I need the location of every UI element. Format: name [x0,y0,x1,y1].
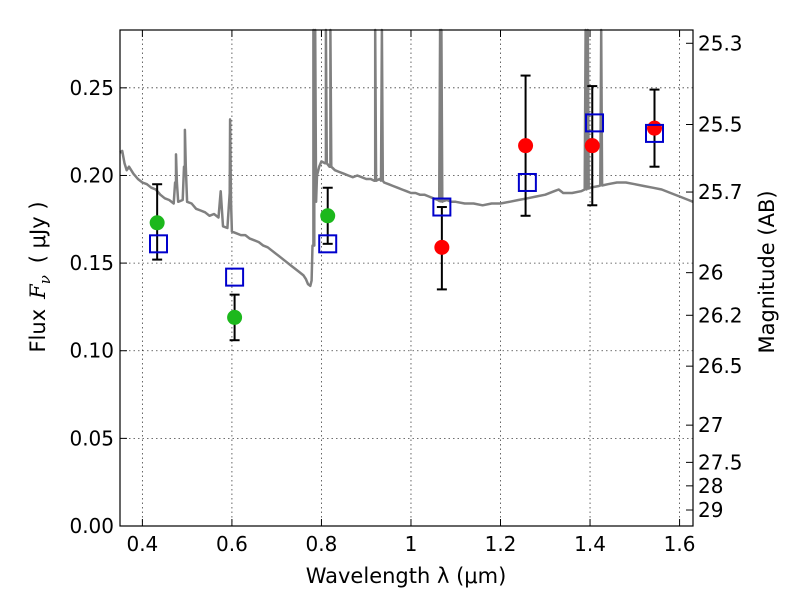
x-tick-label: 1.2 [485,532,517,556]
magnitude-tick-label: 29 [698,498,723,522]
y-axis-label-sub: ν [36,275,54,284]
model-flux-square [318,234,338,254]
y-axis-label-unit: ( μJy ) [26,201,50,263]
x-tick-label: 0.6 [216,532,248,556]
magnitude-tick-label: 25.3 [698,31,743,55]
model-flux-square [517,172,537,192]
model-spectrum-line [119,28,694,288]
magnitude-tick-label: 26.2 [698,303,743,327]
magnitude-tick-label: 27 [698,413,723,437]
observed-point-red [518,138,534,154]
y-axis-ticks: 0.00 0.05 0.10 0.15 0.20 0.25 [69,76,127,538]
model-flux-square [148,234,168,254]
magnitude-axis-label: Magnitude (AB) [755,190,779,353]
y-tick-label: 0.05 [69,426,114,450]
magnitude-tick-label: 25.5 [698,112,743,136]
observed-point-green [320,208,336,224]
y-axis-label-var: F [26,283,50,300]
y-axis-label: Flux Fν ( μJy ) [26,201,54,352]
x-axis-ticks: 0.4 0.6 0.8 1 1.2 1.4 1.6 [126,30,695,556]
magnitude-tick-label: 26.5 [698,354,743,378]
plot-frame [119,29,694,527]
x-tick-label: 1.4 [574,532,606,556]
x-tick-label: 1.6 [664,532,696,556]
model-flux-square [585,113,605,133]
y-tick-label: 0.00 [69,514,114,538]
y-axis-label-prefix: Flux [26,309,50,353]
model-flux-markers [148,113,665,287]
model-spectrum [119,28,694,288]
y-tick-label: 0.10 [69,339,114,363]
observed-point-red [584,138,600,154]
y-tick-label: 0.15 [69,251,114,275]
model-flux-square [432,197,452,217]
y-tick-label: 0.25 [69,76,114,100]
magnitude-tick-label: 25.7 [698,180,743,204]
observed-point-green [227,309,243,325]
observed-point-red [647,120,663,136]
magnitude-tick-label: 26 [698,261,723,285]
grid-lines [120,30,693,527]
magnitude-tick-label: 28 [698,474,723,498]
x-tick-label: 0.4 [126,532,158,556]
model-flux-square [645,123,665,143]
x-tick-label: 0.8 [306,532,338,556]
observed-point-green [149,215,165,231]
x-axis-label: Wavelength λ (μm) [306,564,507,588]
x-tick-label: 1 [405,532,418,556]
observed-point-red [434,239,450,255]
model-flux-square [225,267,245,287]
y-tick-label: 0.20 [69,163,114,187]
magnitude-tick-label: 27.5 [698,450,743,474]
